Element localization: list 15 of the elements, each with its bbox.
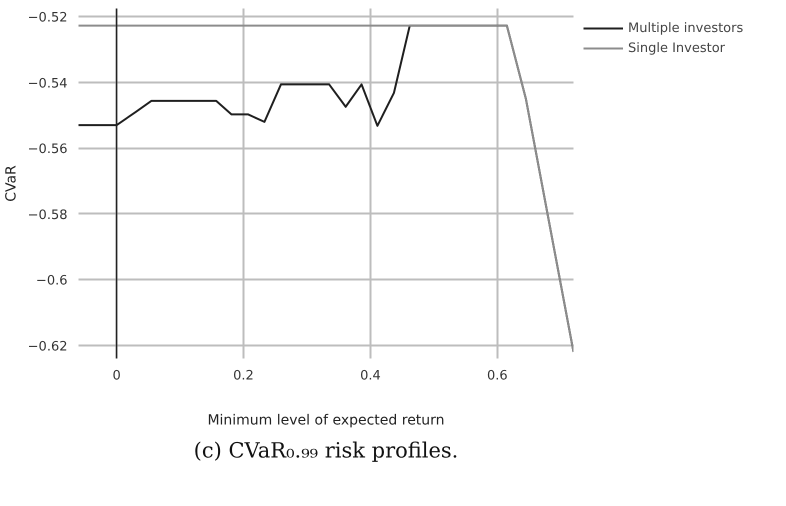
x-tick-label: 0 — [112, 368, 121, 384]
y-tick-label: −0.54 — [28, 76, 68, 92]
y-tick-label: −0.58 — [28, 208, 68, 223]
y-tick-label: −0.56 — [28, 142, 68, 158]
x-tick-label: 0.6 — [487, 368, 508, 384]
x-tick-label: 0.4 — [360, 368, 381, 384]
y-tick-label: −0.62 — [28, 339, 68, 354]
y-axis-title: CVaR — [4, 164, 20, 202]
legend-label: Multiple investors — [628, 20, 744, 36]
text: (c) CVaR₀.₉₉ risk profiles. — [194, 438, 458, 462]
x-axis-title: Minimum level of expected return — [207, 412, 445, 428]
legend-label: Single Investor — [628, 40, 726, 56]
y-tick-label: −0.52 — [28, 10, 68, 26]
y-tick-label: −0.6 — [36, 274, 68, 289]
x-tick-label: 0.2 — [233, 368, 254, 384]
